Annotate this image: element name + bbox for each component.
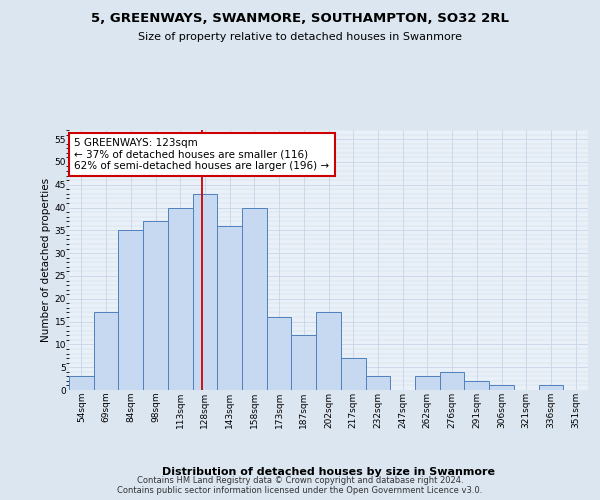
Bar <box>69 376 94 390</box>
Bar <box>94 312 118 390</box>
Bar <box>193 194 217 390</box>
Bar <box>118 230 143 390</box>
Bar <box>242 208 267 390</box>
Text: 5, GREENWAYS, SWANMORE, SOUTHAMPTON, SO32 2RL: 5, GREENWAYS, SWANMORE, SOUTHAMPTON, SO3… <box>91 12 509 26</box>
Bar <box>464 381 489 390</box>
Bar <box>168 208 193 390</box>
Bar <box>489 386 514 390</box>
Bar <box>415 376 440 390</box>
Bar <box>292 336 316 390</box>
Y-axis label: Number of detached properties: Number of detached properties <box>41 178 50 342</box>
Bar <box>341 358 365 390</box>
Bar <box>539 386 563 390</box>
Bar <box>143 221 168 390</box>
Bar <box>217 226 242 390</box>
Text: Contains HM Land Registry data © Crown copyright and database right 2024.
Contai: Contains HM Land Registry data © Crown c… <box>118 476 482 495</box>
X-axis label: Distribution of detached houses by size in Swanmore: Distribution of detached houses by size … <box>162 466 495 476</box>
Bar <box>267 317 292 390</box>
Text: 5 GREENWAYS: 123sqm
← 37% of detached houses are smaller (116)
62% of semi-detac: 5 GREENWAYS: 123sqm ← 37% of detached ho… <box>74 138 329 171</box>
Bar <box>316 312 341 390</box>
Bar <box>440 372 464 390</box>
Text: Size of property relative to detached houses in Swanmore: Size of property relative to detached ho… <box>138 32 462 42</box>
Bar <box>365 376 390 390</box>
